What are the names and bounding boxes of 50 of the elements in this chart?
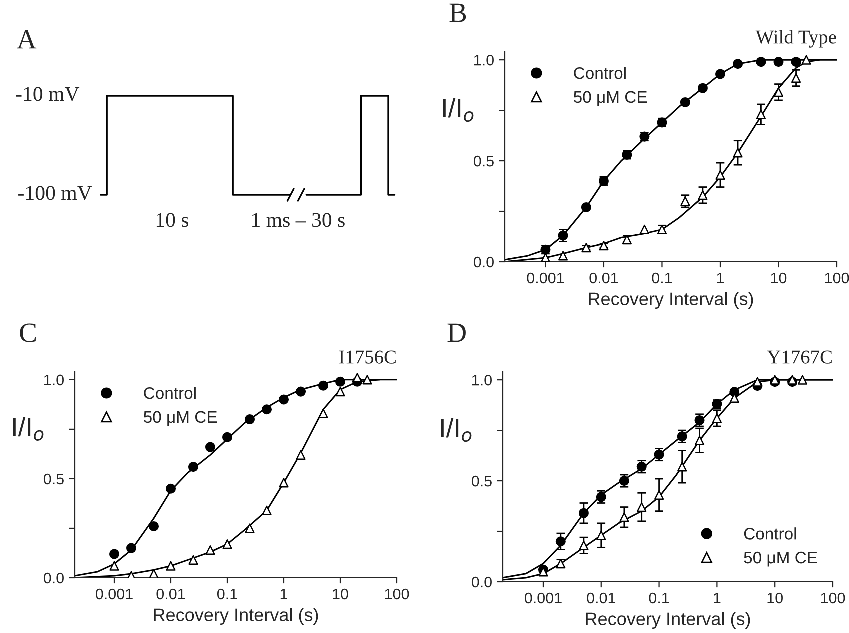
y-tick-label: 0.5 [44,474,64,485]
x-axis-title: Recovery Interval (s) [154,608,318,626]
y-axis-title: I/I$_{o}$ [441,418,472,442]
legend-label: 50 μM CE [744,552,818,567]
y-tick-label: 1.0 [474,54,494,66]
legend-label: Control [744,528,796,540]
y-tick-label: 0.0 [472,576,492,588]
x-tick-label: 10 [333,588,348,600]
text: A [17,30,37,49]
x-tick-label: 10 [771,272,787,284]
x-tick-label: 1 [717,272,724,284]
x-tick-label: 0.001 [96,588,133,600]
text: -100 mV [18,186,92,200]
x-tick-label: 0.1 [652,272,672,284]
x-tick-label: 1 [280,588,288,600]
x-tick-label: 10 [768,592,783,604]
x-tick-label: 100 [821,592,846,604]
legend-label: Control [144,387,196,400]
x-tick-label: 0.001 [524,592,562,604]
x-tick-label: 0.01 [156,588,186,600]
chart-title: Y1767C [767,350,832,364]
y-tick-label: 0.0 [474,256,494,268]
x-tick-label: 1 [714,592,721,604]
y-axis-title: I/I$_{o}$ [13,417,44,441]
text: D [448,324,466,342]
y-tick-label: 0.0 [44,572,64,584]
x-tick-label: 0.1 [217,588,238,600]
y-tick-label: 1.0 [472,374,492,386]
x-tick-label: 100 [385,588,410,600]
y-axis-title: I/I$_{o}$ [443,98,474,122]
x-tick-label: 0.01 [590,272,618,284]
chart-title: Wild Type [756,30,836,48]
y-tick-label: 0.5 [474,156,494,167]
text: C [20,324,36,342]
text: 10 s [156,213,189,228]
x-tick-label: 0.001 [527,272,564,284]
text: 1 ms – 30 s [252,213,345,228]
text: -10 mV [16,87,80,102]
legend-label: 50 μM CE [574,91,648,106]
chart-title: I1756C [339,350,396,364]
legend-label: Control [574,67,626,80]
y-tick-label: 1.0 [44,374,64,386]
x-tick-label: 100 [825,272,849,284]
y-tick-label: 0.5 [472,476,492,487]
x-tick-label: 0.01 [587,592,616,604]
x-axis-title: Recovery Interval (s) [589,292,754,310]
legend-label: 50 μM CE [144,411,218,426]
text: B [450,4,466,22]
x-axis-title: Recovery Interval (s) [586,612,750,630]
x-tick-label: 0.1 [649,592,670,604]
